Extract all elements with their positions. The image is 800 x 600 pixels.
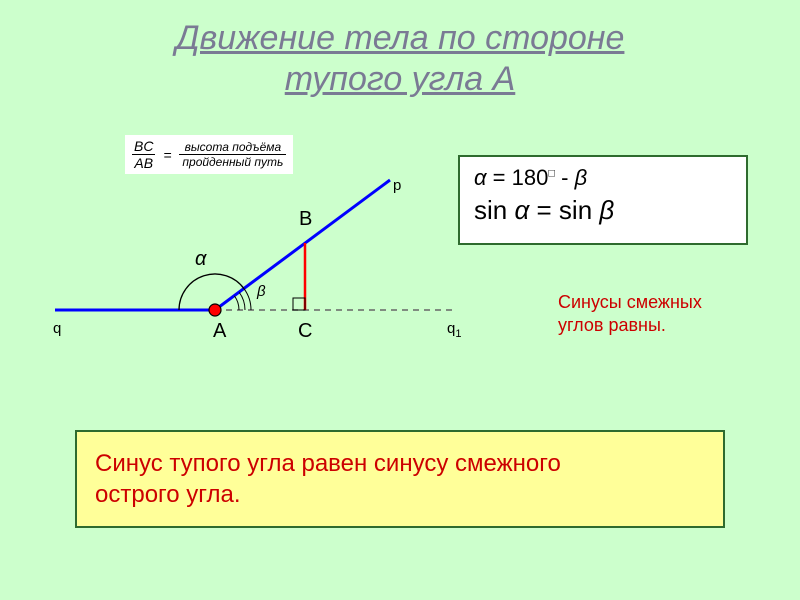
eq-sin: = sin <box>529 195 599 225</box>
geometry-diagram: А В С p q q1 α β <box>55 165 495 395</box>
deg-180: 180 <box>512 165 549 190</box>
slide-title: Движение тела по стороне тупого угла А <box>0 0 800 100</box>
note-line-1: Синусы смежных <box>558 292 702 312</box>
fraction-equals: = <box>163 147 171 163</box>
label-q: q <box>53 320 61 337</box>
title-line-2: тупого угла А <box>285 60 516 98</box>
label-beta: β <box>257 283 266 300</box>
deg-symbol: □ <box>548 168 555 180</box>
label-A: А <box>213 320 226 343</box>
label-B: В <box>299 208 312 231</box>
note-line-2: углов равны. <box>558 315 666 335</box>
label-q1-sub: 1 <box>455 328 461 340</box>
label-C: С <box>298 320 312 343</box>
conclusion-box: Синус тупого угла равен синусу смежного … <box>75 430 725 528</box>
fraction-numerator: BC <box>132 138 155 155</box>
beta-2: β <box>599 195 614 225</box>
formula-row-1: α = 180□ - β <box>474 165 732 191</box>
conclusion-line-1: Синус тупого угла равен синусу смежного <box>95 450 561 477</box>
minus: - <box>555 165 575 190</box>
diagram-svg <box>55 165 495 395</box>
label-q1: q1 <box>447 320 461 340</box>
conclusion-line-2: острого угла. <box>95 481 241 508</box>
fraction-rhs-num: высота подъёма <box>179 140 286 155</box>
label-p: p <box>393 177 401 194</box>
label-alpha: α <box>195 248 206 271</box>
title-line-1: Движение тела по стороне <box>176 19 625 57</box>
alpha-2: α <box>514 195 529 225</box>
formula-box: α = 180□ - β sin α = sin β <box>458 155 748 245</box>
adjacent-sines-note: Синусы смежных углов равны. <box>558 291 702 336</box>
formula-row-2: sin α = sin β <box>474 195 732 226</box>
beta-symbol: β <box>575 165 588 190</box>
